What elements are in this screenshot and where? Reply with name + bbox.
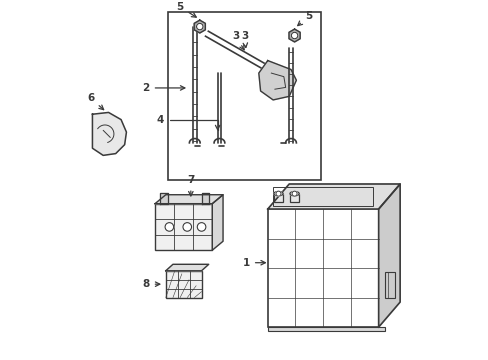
Ellipse shape xyxy=(273,192,283,196)
Bar xyxy=(273,194,283,202)
Text: 1: 1 xyxy=(242,258,265,268)
Bar xyxy=(289,194,299,202)
Text: 3: 3 xyxy=(231,31,244,50)
Bar xyxy=(267,209,378,327)
Polygon shape xyxy=(288,29,300,42)
Text: 5: 5 xyxy=(297,11,312,26)
Circle shape xyxy=(291,191,297,196)
Polygon shape xyxy=(378,184,399,327)
Circle shape xyxy=(196,23,203,30)
Text: 5: 5 xyxy=(176,2,196,17)
Text: 6: 6 xyxy=(87,93,103,110)
Circle shape xyxy=(165,222,173,231)
Circle shape xyxy=(291,32,297,39)
Polygon shape xyxy=(160,193,167,204)
Bar xyxy=(155,204,212,250)
Bar xyxy=(385,271,394,298)
Polygon shape xyxy=(258,60,296,100)
Text: 8: 8 xyxy=(142,279,160,289)
Polygon shape xyxy=(201,193,208,204)
Circle shape xyxy=(183,222,191,231)
Circle shape xyxy=(197,222,205,231)
Polygon shape xyxy=(267,184,399,209)
Text: 2: 2 xyxy=(142,83,184,93)
Bar xyxy=(167,12,321,180)
Polygon shape xyxy=(212,195,223,250)
Text: 4: 4 xyxy=(157,114,220,130)
Circle shape xyxy=(275,191,281,196)
Text: 7: 7 xyxy=(187,175,194,196)
Polygon shape xyxy=(165,264,208,271)
Ellipse shape xyxy=(289,192,299,196)
Bar xyxy=(165,271,201,298)
Bar xyxy=(267,327,385,332)
Polygon shape xyxy=(194,20,205,33)
Polygon shape xyxy=(155,195,223,204)
Bar xyxy=(273,187,372,206)
Text: 3: 3 xyxy=(241,31,247,48)
Polygon shape xyxy=(92,112,126,156)
